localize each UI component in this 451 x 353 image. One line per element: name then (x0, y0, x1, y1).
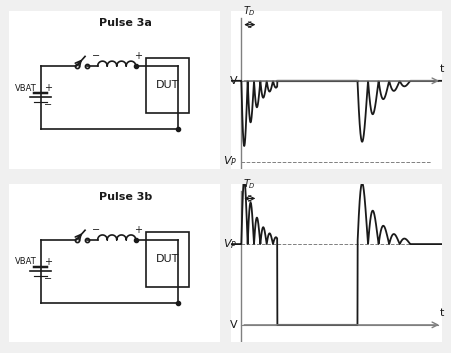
Text: t: t (440, 64, 444, 74)
Text: DUT: DUT (156, 80, 179, 90)
Text: $T_D$: $T_D$ (244, 178, 256, 191)
Text: VBAT: VBAT (15, 257, 37, 266)
FancyBboxPatch shape (146, 232, 189, 287)
Text: +: + (44, 257, 52, 267)
FancyBboxPatch shape (146, 58, 189, 113)
Text: +: + (134, 225, 142, 235)
Text: −: − (92, 225, 100, 235)
Text: $T_D$: $T_D$ (244, 4, 256, 18)
Text: Pulse 3a: Pulse 3a (99, 18, 152, 28)
Text: −: − (44, 274, 52, 284)
Text: V: V (230, 76, 237, 86)
Text: V: V (230, 320, 237, 330)
Text: +: + (44, 83, 52, 93)
Text: +: + (134, 52, 142, 61)
Text: t: t (440, 308, 444, 318)
Text: $V_P$: $V_P$ (223, 237, 237, 251)
Text: VBAT: VBAT (15, 84, 37, 92)
Text: $V_P$: $V_P$ (223, 155, 237, 168)
Text: −: − (92, 52, 100, 61)
Text: DUT: DUT (156, 254, 179, 264)
Text: Pulse 3b: Pulse 3b (99, 192, 152, 202)
Text: −: − (44, 100, 52, 110)
